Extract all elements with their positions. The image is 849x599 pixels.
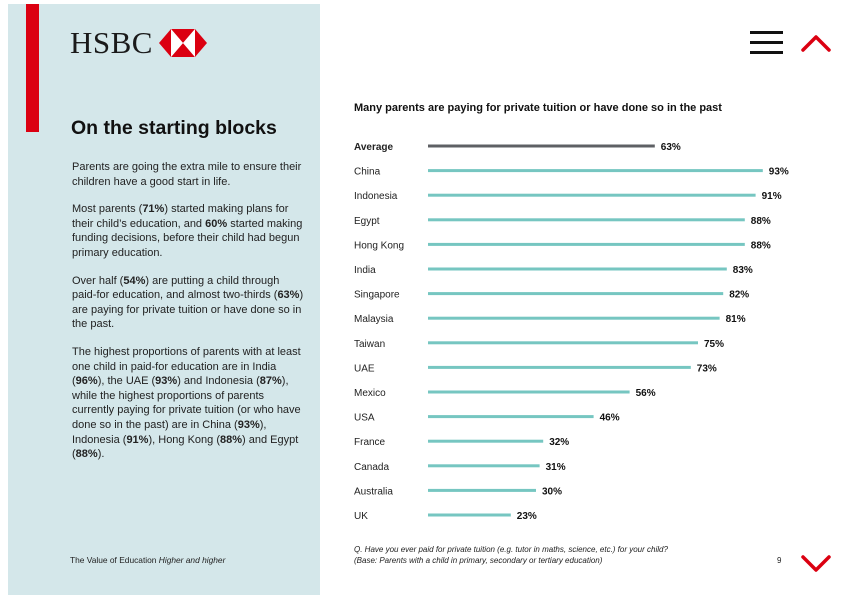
chevron-up-icon[interactable] [800, 32, 832, 54]
page-number: 9 [777, 556, 782, 565]
highlight-stat: 60% [205, 217, 228, 230]
value-label: 31% [546, 462, 566, 473]
value-label: 75% [704, 339, 724, 350]
category-label: UK [354, 511, 368, 522]
page-title: On the starting blocks [71, 117, 277, 139]
highlight-stat: 88% [75, 448, 98, 461]
country-bar [428, 488, 536, 492]
text-run: ) and Indonesia ( [177, 375, 260, 388]
footer-italic: Higher and higher [158, 555, 226, 565]
category-label: France [354, 437, 386, 448]
country-bar [428, 292, 724, 296]
value-label: 82% [729, 290, 749, 301]
text-run: ) are putting a child through paid-for e… [72, 274, 280, 302]
text-run: ). [97, 448, 105, 461]
country-bar [428, 218, 745, 222]
brand-red-bar [26, 4, 39, 132]
value-label: 30% [542, 486, 562, 497]
text-run: ), Indonesia ( [72, 418, 267, 446]
sidebar-paragraph: Parents are going the extra mile to ensu… [72, 160, 304, 189]
value-label: 93% [769, 167, 789, 178]
country-bar [428, 267, 727, 271]
value-label: 83% [733, 265, 753, 276]
text-run: ) started making plans for their child’s… [72, 203, 289, 230]
country-bar [428, 415, 594, 419]
value-label: 88% [751, 240, 771, 251]
highlight-stat: 96% [75, 375, 98, 388]
category-label: China [354, 167, 381, 178]
category-label: Canada [354, 462, 389, 473]
sidebar-paragraph: Most parents (71%) started making plans … [72, 202, 304, 260]
value-label: 88% [751, 216, 771, 227]
value-label: 56% [636, 388, 656, 399]
footer-prefix: The Value of Education [70, 555, 159, 565]
text-run: The highest proportions of parents with … [72, 345, 301, 388]
highlight-stat: 93% [237, 418, 260, 431]
hsbc-logo: HSBC [70, 27, 207, 58]
publication-footer: The Value of Education Higher and higher [70, 555, 225, 565]
category-label: Singapore [354, 290, 400, 301]
category-label: Malaysia [354, 314, 394, 325]
highlight-stat: 63% [277, 289, 300, 302]
category-label: Hong Kong [354, 240, 404, 251]
sidebar-paragraph: The highest proportions of parents with … [72, 345, 304, 462]
text-run: started making funding decisions, before… [72, 217, 303, 259]
hsbc-hexagon-icon [158, 28, 207, 57]
chart-footnote: Q. Have you ever paid for private tuitio… [354, 545, 668, 567]
country-bar [428, 341, 698, 345]
hamburger-menu-icon[interactable] [750, 31, 783, 55]
chart-title: Many parents are paying for private tuit… [354, 102, 722, 114]
country-bar [428, 193, 756, 197]
footnote-base: (Base: Parents with a child in primary, … [354, 555, 603, 565]
highlight-stat: 71% [142, 203, 165, 216]
text-run: Most parents ( [72, 203, 143, 216]
value-label: 73% [697, 363, 717, 374]
category-label: Australia [354, 486, 393, 497]
country-bar [428, 439, 544, 443]
text-run: ) and Egypt ( [72, 433, 299, 461]
value-label: 91% [762, 191, 782, 202]
sidebar-body-text: Parents are going the extra mile to ensu… [72, 160, 304, 475]
country-bar [428, 316, 720, 320]
text-run: ) are paying for private tuition or have… [72, 289, 304, 331]
category-label: Mexico [354, 388, 386, 399]
country-bar [428, 390, 630, 394]
value-label: 46% [600, 413, 620, 424]
text-run: ), while the highest proportions of pare… [72, 375, 301, 431]
left-panel [8, 4, 320, 595]
category-label: India [354, 265, 376, 276]
category-label: Average [354, 142, 394, 153]
chevron-down-icon[interactable] [800, 552, 832, 574]
country-bar [428, 169, 763, 173]
text-run: ), Hong Kong ( [148, 433, 221, 446]
text-run: ), the UAE ( [97, 375, 156, 388]
category-label: USA [354, 413, 375, 424]
text-run: Parents are going the extra mile to ensu… [72, 161, 302, 188]
country-bar [428, 513, 511, 517]
footnote-question: Q. Have you ever paid for private tuitio… [354, 545, 668, 554]
logo-wordmark: HSBC [70, 25, 153, 60]
country-bar [428, 242, 745, 246]
highlight-stat: 87% [259, 375, 282, 388]
country-bar [428, 464, 540, 468]
value-label: 63% [661, 142, 681, 153]
highlight-stat: 93% [155, 375, 178, 388]
highlight-stat: 88% [220, 433, 243, 446]
category-label: Egypt [354, 216, 380, 227]
value-label: 81% [726, 314, 746, 325]
category-label: Taiwan [354, 339, 385, 350]
value-label: 23% [517, 511, 537, 522]
value-label: 32% [549, 437, 569, 448]
average-bar [428, 144, 655, 148]
category-label: UAE [354, 363, 375, 374]
country-bar [428, 365, 691, 369]
sidebar-paragraph: Over half (54%) are putting a child thro… [72, 274, 304, 332]
category-label: Indonesia [354, 191, 398, 202]
bar-chart: Average 63% China 93% Indonesia 91% Egypt 88% Ho… [354, 142, 789, 522]
highlight-stat: 54% [123, 274, 146, 287]
highlight-stat: 91% [126, 433, 149, 446]
text-run: Over half ( [72, 274, 124, 287]
